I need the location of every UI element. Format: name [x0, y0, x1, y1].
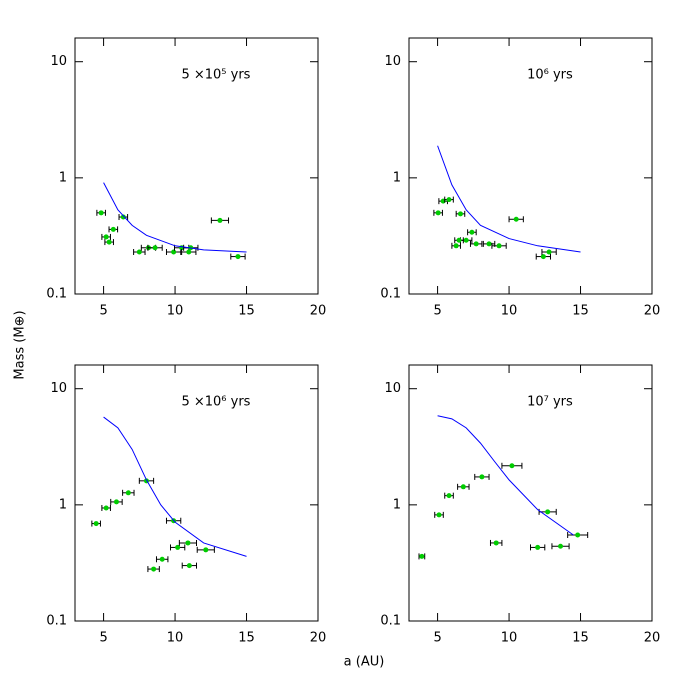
point [103, 234, 109, 240]
point [152, 245, 158, 251]
plot-frame [408, 37, 653, 295]
point [496, 243, 502, 249]
point [436, 512, 442, 518]
y-tick-label: 1 [393, 497, 401, 512]
y-tick-label: 10 [50, 381, 67, 396]
point [473, 241, 479, 247]
panel-title: 5 ×10⁵ yrs [181, 68, 250, 83]
x-tick-label: 15 [238, 631, 255, 646]
plot-frame [408, 364, 653, 622]
panel: 5 10 15 20 0.1 1 10 5 ×10⁶ yrs [46, 364, 327, 646]
x-tick-label: 5 [433, 631, 441, 646]
panel-title: 10⁷ yrs [527, 395, 573, 410]
x-tick-label: 5 [433, 304, 441, 319]
x-tick-label: 15 [572, 304, 589, 319]
point [535, 544, 541, 550]
plot-frame [74, 364, 319, 622]
point [419, 553, 425, 559]
panel-title: 10⁶ yrs [527, 68, 573, 83]
point [513, 216, 519, 222]
y-tick-label: 10 [384, 381, 401, 396]
x-tick-label: 15 [572, 631, 589, 646]
x-tick-label: 10 [167, 304, 184, 319]
point [456, 237, 462, 243]
model-curve [103, 416, 247, 557]
y-tick-label: 0.1 [46, 287, 67, 302]
point [460, 484, 466, 490]
point [479, 474, 485, 480]
x-tick-label: 15 [238, 304, 255, 319]
point [446, 493, 452, 499]
point [558, 543, 564, 549]
point [93, 521, 99, 527]
point [120, 214, 126, 220]
plot-frame [74, 37, 319, 295]
point [435, 210, 441, 216]
point [235, 254, 241, 260]
point [98, 210, 104, 216]
x-axis-label: a (AU) [344, 655, 385, 670]
model-curve [437, 415, 574, 536]
point [575, 532, 581, 538]
panel: 5 10 15 20 0.1 1 10 5 ×10⁵ yrs [46, 37, 327, 319]
point [151, 566, 157, 572]
point [217, 217, 223, 223]
point [457, 211, 463, 217]
x-tick-label: 10 [501, 304, 518, 319]
point [159, 556, 165, 562]
point [175, 544, 181, 550]
point [453, 243, 459, 249]
model-curve [437, 145, 581, 253]
point [486, 241, 492, 247]
y-tick-label: 10 [50, 54, 67, 69]
x-tick-label: 5 [99, 304, 107, 319]
point [186, 249, 192, 255]
point [171, 249, 177, 255]
model-curve [103, 182, 247, 253]
panel: 5 10 15 20 0.1 1 10 10⁷ yrs [380, 364, 661, 646]
x-tick-label: 20 [310, 304, 327, 319]
point [546, 249, 552, 255]
point [203, 547, 209, 553]
x-tick-label: 5 [99, 631, 107, 646]
panel: 5 10 15 20 0.1 1 10 10⁶ yrs [380, 37, 661, 319]
x-tick-label: 10 [501, 631, 518, 646]
point [103, 505, 109, 511]
point [545, 509, 551, 515]
point [110, 226, 116, 232]
y-tick-label: 1 [59, 497, 67, 512]
x-tick-label: 20 [310, 631, 327, 646]
point [463, 237, 469, 243]
point [446, 197, 452, 203]
y-tick-label: 1 [59, 170, 67, 185]
point [540, 254, 546, 260]
point [185, 540, 191, 546]
point [113, 499, 119, 505]
y-tick-label: 0.1 [380, 287, 401, 302]
y-tick-label: 1 [393, 170, 401, 185]
point [493, 540, 499, 546]
point [125, 490, 131, 496]
panel-title: 5 ×10⁶ yrs [181, 395, 250, 410]
point [469, 229, 475, 235]
y-tick-label: 0.1 [380, 614, 401, 629]
x-tick-label: 20 [644, 304, 661, 319]
y-axis-label: Mass (M⊕) [13, 310, 28, 379]
x-tick-label: 10 [167, 631, 184, 646]
point [136, 249, 142, 255]
point [106, 239, 112, 245]
y-tick-label: 0.1 [46, 614, 67, 629]
y-tick-label: 10 [384, 54, 401, 69]
point [509, 463, 515, 469]
x-tick-label: 20 [644, 631, 661, 646]
point [186, 563, 192, 569]
